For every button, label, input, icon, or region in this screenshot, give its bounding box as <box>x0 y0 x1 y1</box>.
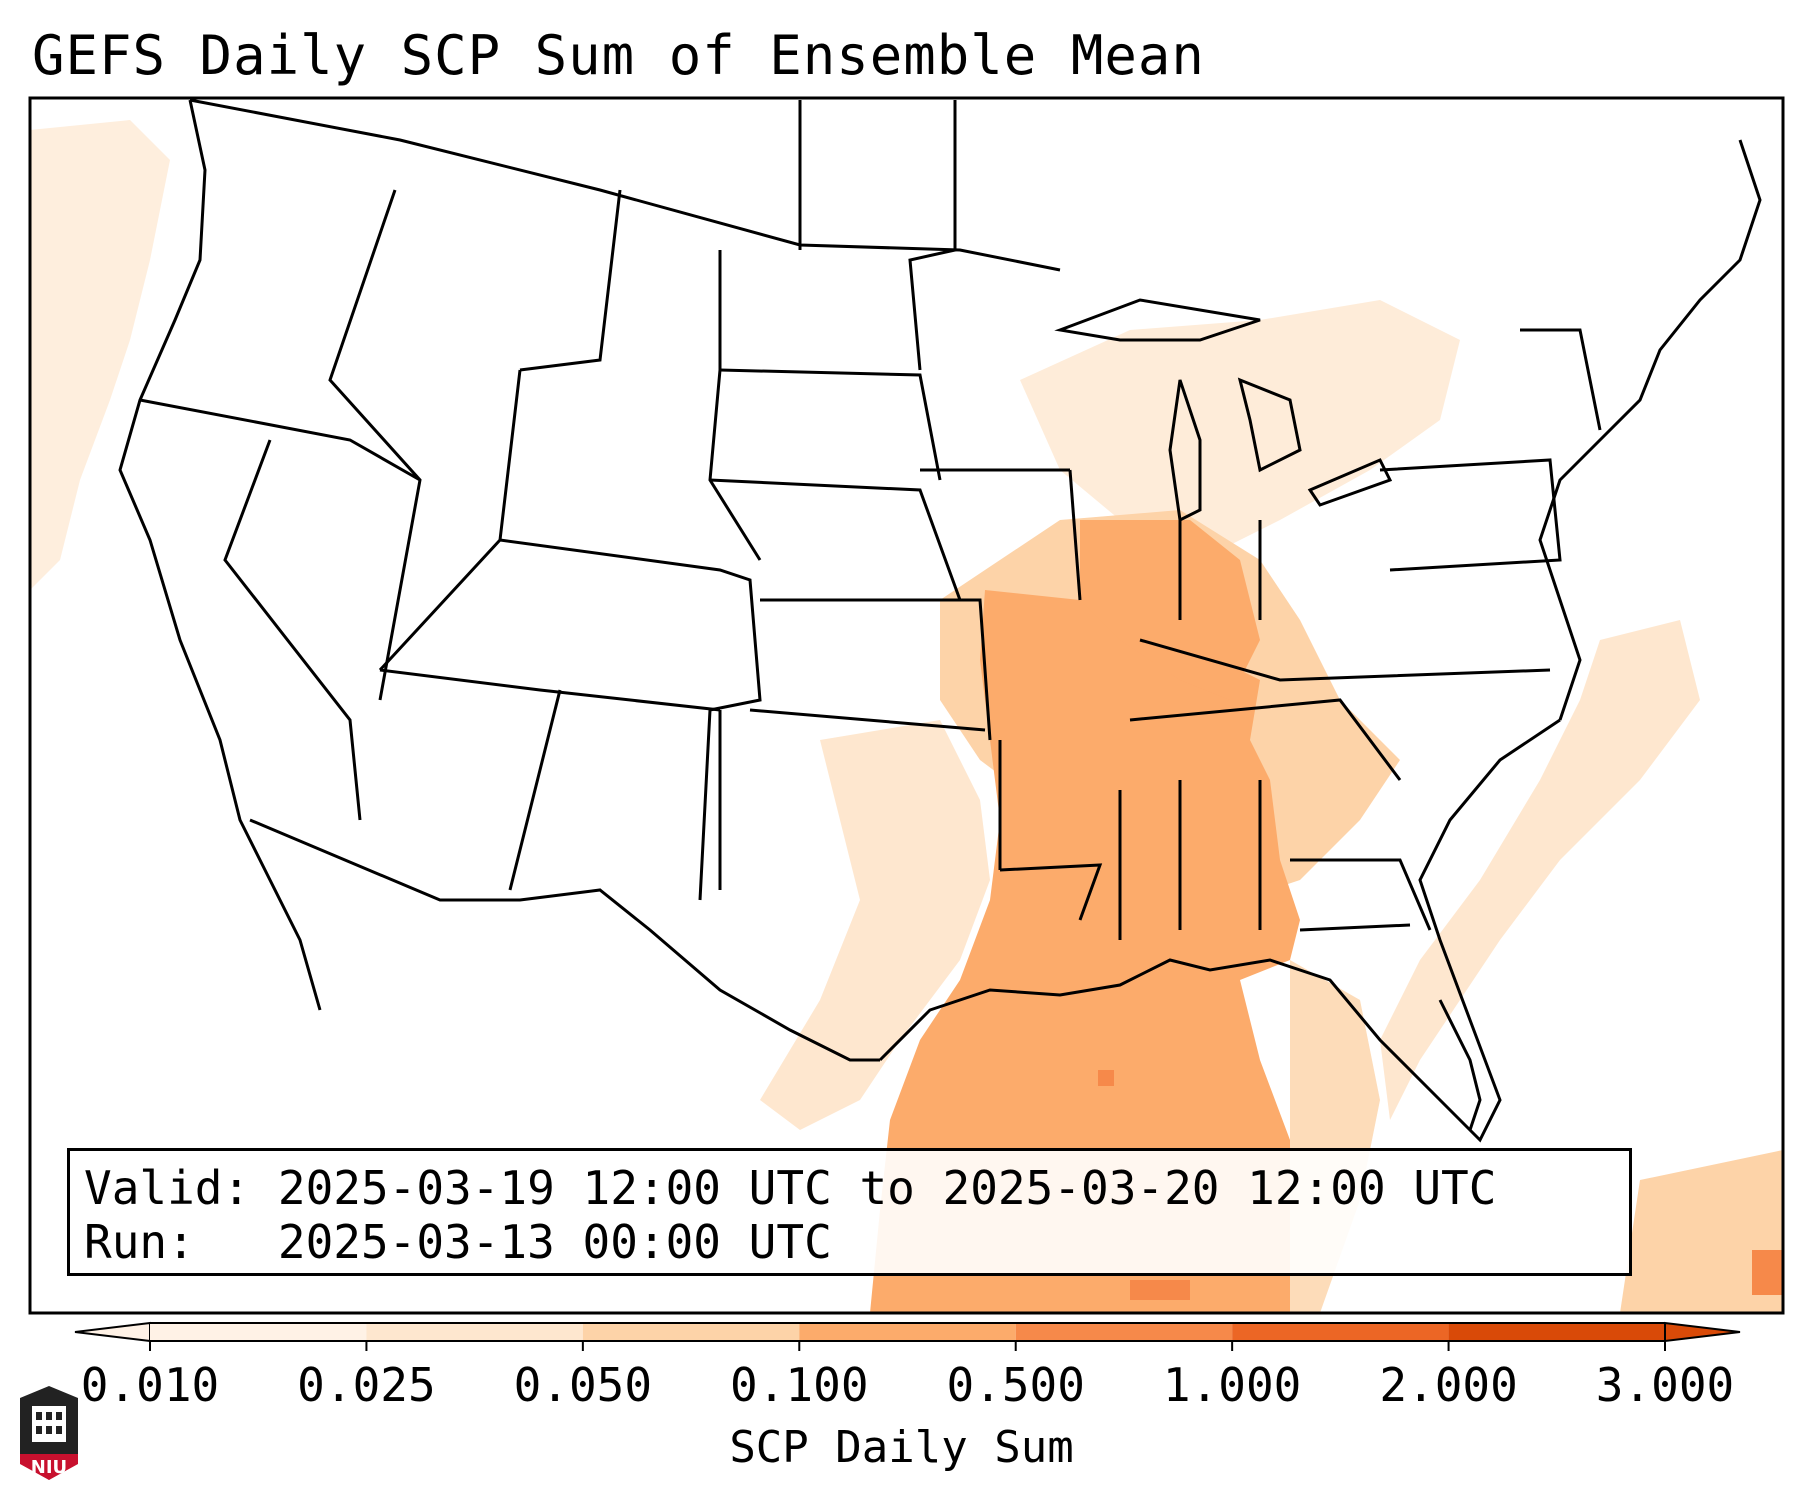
lake-superior <box>1054 298 1261 342</box>
chart-title: GEFS Daily SCP Sum of Ensemble Mean <box>32 24 1205 87</box>
canada-border <box>189 98 1061 272</box>
colorbar-label: SCP Daily Sum <box>729 1422 1074 1473</box>
east-coast <box>1538 139 1762 721</box>
colorbar-tick-label: 0.010 <box>80 1358 220 1412</box>
colorbar-tick-label: 0.050 <box>513 1358 653 1412</box>
pacific-shade <box>30 120 170 590</box>
colorbar-segment <box>582 1323 800 1341</box>
valid-label: Valid: <box>84 1161 251 1215</box>
colorbar-segment <box>150 1323 367 1341</box>
northeast-shade <box>1020 300 1460 560</box>
peak-cell <box>1098 1070 1114 1086</box>
mexico-border <box>249 818 880 1062</box>
southern-plains-shade <box>760 720 990 1130</box>
lake-erie <box>1307 458 1393 507</box>
colorbar-extend-high <box>1664 1321 1741 1343</box>
colorbar-segment <box>1448 1323 1665 1341</box>
colorbar-extend-low <box>74 1321 151 1343</box>
florida <box>1438 999 1482 1131</box>
lake-huron <box>1237 377 1302 473</box>
colorbar-tick-label: 1.000 <box>1162 1358 1302 1412</box>
colorbar-segment <box>1015 1323 1233 1341</box>
colorbar-tick-label: 0.100 <box>730 1358 869 1412</box>
gulf-coast <box>878 718 1561 1143</box>
info-box: Valid: 2025-03-19 12:00 UTC to 2025-03-2… <box>67 1148 1632 1276</box>
colorbar-tick-label: 2.000 <box>1379 1358 1518 1412</box>
logo-text: NIU <box>30 1457 68 1478</box>
run-label: Run: <box>84 1215 195 1269</box>
core-shade <box>870 590 1300 1313</box>
state-boundaries <box>118 98 1762 1143</box>
caribbean-shade <box>1620 1150 1783 1313</box>
colorbar-tick-label: 0.500 <box>946 1358 1085 1412</box>
lake-michigan <box>1168 379 1202 523</box>
colorbar-tick-label: 3.000 <box>1595 1358 1735 1412</box>
colorbar-segment <box>366 1323 583 1341</box>
run-value: 2025-03-13 00:00 UTC <box>277 1215 832 1269</box>
niu-logo: NIU <box>18 1384 80 1482</box>
colorbar-segment <box>799 1323 1016 1341</box>
ohio-valley-shade <box>1080 520 1260 700</box>
map-frame <box>28 96 1785 1315</box>
peak-cell <box>1752 1250 1783 1295</box>
valid-value: 2025-03-19 12:00 UTC to 2025-03-20 12:00… <box>277 1161 1497 1215</box>
peak-cell <box>1130 1280 1190 1300</box>
colorbar-segment <box>1232 1323 1449 1341</box>
west-coast <box>118 99 322 1011</box>
colorbar <box>74 1321 1741 1351</box>
colorbar-tick-label: 0.025 <box>297 1358 436 1412</box>
